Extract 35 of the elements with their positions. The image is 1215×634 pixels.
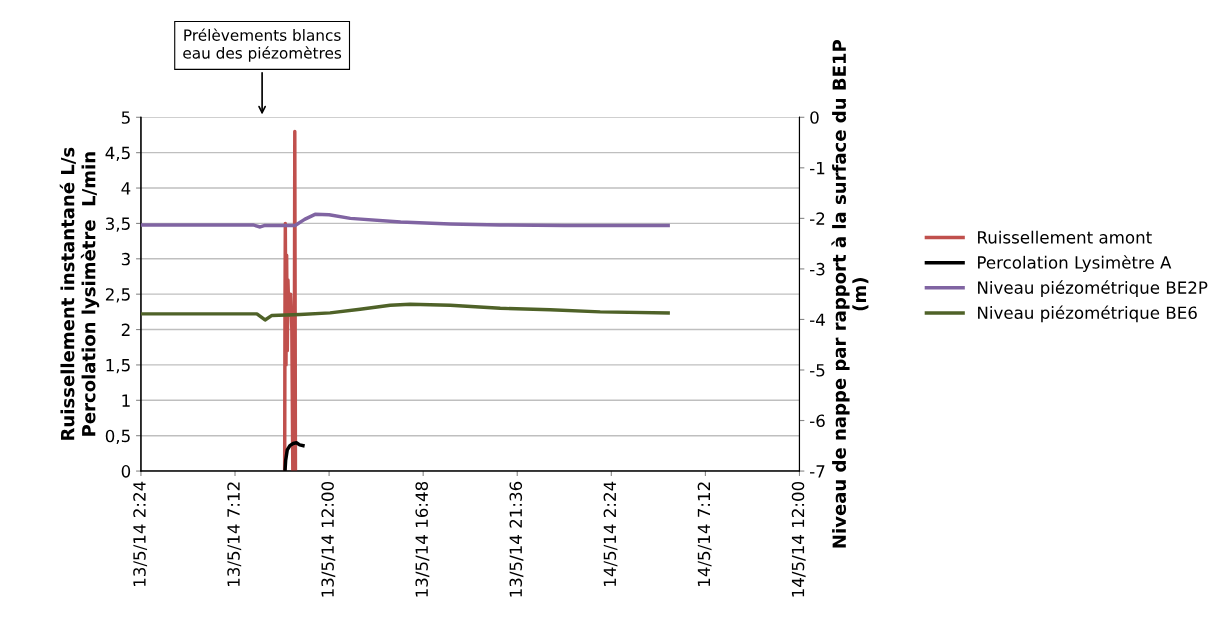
line-series — [282, 129, 298, 472]
y2-tick-label: -5 — [810, 364, 825, 377]
x-tick-label: 14/5/14 12:00 — [791, 481, 806, 597]
y2-tick-label: -1 — [810, 162, 825, 175]
y2-tick-label: -6 — [810, 414, 825, 428]
y-tick-label: 3 — [121, 252, 130, 266]
x-tick-label: 13/5/14 12:00 — [321, 481, 336, 597]
y-tick-label: 1 — [122, 394, 130, 407]
x-tick-label: 13/5/14 16:48 — [415, 481, 430, 597]
y2-tick-label: 0 — [810, 111, 819, 124]
x-tick-label: 13/5/14 2:24 — [133, 481, 148, 586]
x-tick-label: 13/5/14 21:36 — [509, 481, 524, 597]
text: Prélèvements blancs eau des piézomètres — [183, 28, 342, 62]
x-tick-label: 13/5/14 7:12 — [227, 482, 242, 586]
y2-tick-label: -3 — [810, 262, 825, 276]
y-tick-label: 5 — [121, 111, 130, 124]
y-tick-label: 1,5 — [106, 359, 130, 374]
y-tick-label: 2 — [121, 323, 130, 336]
legend-label: Niveau piézométrique BE6 — [978, 305, 1197, 323]
y-tick-label: 0,5 — [105, 429, 130, 444]
y-tick-label: 4 — [121, 182, 131, 195]
y2-tick-label: -7 — [810, 465, 825, 478]
x-tick-label: 14/5/14 7:12 — [697, 482, 712, 586]
y2-tick-label: -2 — [810, 212, 825, 225]
legend-label: Percolation Lysimètre A — [978, 255, 1172, 272]
y-tick-label: 3,5 — [105, 217, 130, 232]
y2-axis-title: Niveau de nappe par rapport à la surface du BE1P (m) — [831, 39, 869, 548]
y-tick-label: 0 — [121, 465, 131, 478]
legend-label: Ruissellement amont — [978, 230, 1152, 244]
y-tick-label: 2,5 — [105, 288, 130, 303]
y-axis-title: Ruissellement instantané L/s Percolation lysimètre L/min — [59, 147, 100, 440]
y-tick-label: 4,5 — [105, 146, 130, 161]
x-tick-label: 14/5/14 2:24 — [603, 481, 618, 586]
y2-tick-label: -4 — [810, 313, 825, 326]
legend-label: Niveau piézométrique BE2P — [978, 280, 1208, 298]
